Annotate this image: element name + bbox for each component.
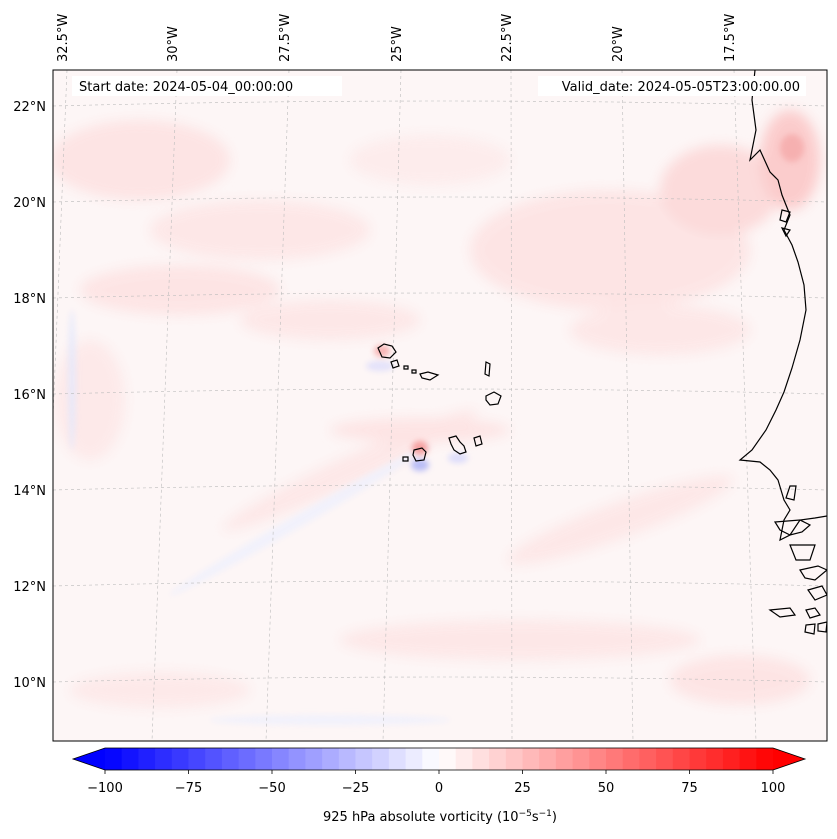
meridian-gridline [265,70,290,741]
colorbar-bin [121,748,139,770]
lon-label: 25°W [390,26,405,62]
colorbar-tick-label: −75 [175,781,202,796]
colorbar-bin [272,748,290,770]
lon-label: 20°W [611,26,626,62]
parallel-gridline [53,196,827,203]
colorbar-bin [288,748,306,770]
colorbar-bin [656,748,674,770]
parallel-gridline [53,484,827,491]
colorbar-bin [422,748,440,770]
island [377,343,397,359]
colorbar-extend-min [73,748,105,770]
colorbar-bin [706,748,724,770]
colorbar-bin [305,748,323,770]
gridlines [53,70,827,741]
map-frame [52,69,828,742]
lon-label: 17.5°W [723,14,738,62]
colorbar-bin [171,748,189,770]
parallel-gridline [53,580,827,587]
colorbar-bin [606,748,624,770]
colorbar-bins [73,748,805,770]
colorbar-tick-label: 100 [761,781,786,796]
colorbar-bin [672,748,690,770]
start-date-label: Start date: 2024-05-04_00:00:00 [79,80,293,95]
lon-label: 27.5°W [278,14,293,62]
lon-label: 32.5°W [56,14,71,62]
colorbar-tick-label: −100 [87,781,123,796]
colorbar-tick-label: −25 [342,781,369,796]
colorbar-bin [489,748,507,770]
lat-label: 12°N [13,580,46,595]
colorbar-tick-label: 75 [681,781,698,796]
parallel-gridline [53,100,827,107]
colorbar-bin [455,748,473,770]
lat-label: 20°N [13,196,46,211]
colorbar-extend-max [773,748,805,770]
colorbar-bin [255,748,273,770]
colorbar-bin [155,748,173,770]
colorbar-bin [522,748,540,770]
colorbar-bin [188,748,206,770]
coastlines [377,70,827,635]
colorbar-bin [439,748,457,770]
meridian-gridline [510,70,513,741]
colorbar-bin [722,748,741,770]
meridian-gridline [733,70,757,741]
colorbar-bin [756,748,774,770]
parallel-gridline [53,292,827,299]
colorbar-bin [539,748,557,770]
colorbar-bin [322,748,340,770]
colorbar-bin [105,748,123,770]
colorbar-bin [589,748,607,770]
colorbar-bin [639,748,657,770]
colorbar-ticks: −100 −75 −50 −25 0 25 50 75 100 [87,770,785,796]
parallel-gridline [53,676,827,683]
colorbar-bin [472,748,490,770]
vorticity-field [53,110,820,725]
colorbar-bin [689,748,707,770]
meridian-gridline [382,70,402,741]
colorbar-bin [205,748,223,770]
colorbar-bin [372,748,390,770]
colorbar-bin [138,748,156,770]
colorbar-bin [388,748,407,770]
lon-label: 30°W [166,26,181,62]
colorbar: −100 −75 −50 −25 0 25 50 75 100 925 hPa absolute… [71,747,807,825]
colorbar-bin [555,748,574,770]
lon-label: 22.5°W [500,14,515,62]
colorbar-bin [405,748,423,770]
meridian-gridline [151,70,178,741]
colorbar-bin [338,748,356,770]
valid-date-box [538,76,806,96]
colorbar-bin [739,748,757,770]
colorbar-bin [238,748,256,770]
lat-label: 18°N [13,292,46,307]
colorbar-bin [505,748,523,770]
colorbar-title: 925 hPa absolute vorticity (10−5s−1) [323,809,557,825]
colorbar-tick-label: 25 [514,781,531,796]
longitude-labels: 32.5°W 30°W 27.5°W 25°W 22.5°W 20°W 17.5… [56,14,738,62]
lat-label: 10°N [13,676,46,691]
lat-label: 16°N [13,388,46,403]
start-date-box [72,76,342,96]
colorbar-bin [622,748,640,770]
colorbar-bin [355,748,373,770]
valid-date-label: Valid_date: 2024-05-05T23:00:00.00 [562,80,800,95]
lat-label: 14°N [13,484,46,499]
lat-label: 22°N [13,100,46,115]
colorbar-bin [221,748,240,770]
colorbar-tick-label: 50 [598,781,615,796]
latitude-labels: 22°N 20°N 18°N 16°N 14°N 12°N 10°N [13,100,46,691]
colorbar-tick-label: −50 [258,781,285,796]
africa-coastline [738,70,827,542]
colorbar-bin [572,748,590,770]
meridian-gridline [621,70,634,741]
colorbar-tick-label: 0 [435,781,443,796]
parallel-gridline [53,388,827,395]
